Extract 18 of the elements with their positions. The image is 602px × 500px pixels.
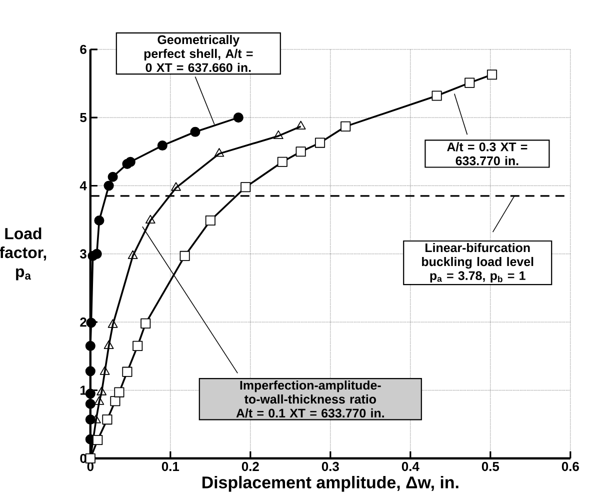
x-axis-title: Displacement amplitude, Δw, in. — [202, 476, 458, 492]
x-tick-label: 0.6 — [562, 462, 579, 472]
x-tick-label: 0.5 — [482, 462, 500, 472]
annotation: A/t = 0.3 XT = 633.770 in. — [447, 142, 528, 166]
y-axis-title: Load factor, p$_{a}$ — [0, 228, 46, 280]
annotation: Linear-bifurcation buckling load level p$_{a}$ = 3.78, p$_{b}$ = 1 — [422, 243, 534, 283]
y-tick-label: 1 — [80, 386, 87, 395]
x-tick-label: 0.3 — [322, 462, 339, 472]
y-tick-label: 6 — [80, 44, 86, 54]
y-tick-label: 4 — [80, 181, 87, 190]
y-tick-label: 3 — [80, 249, 86, 258]
x-tick-label: 0.1 — [162, 462, 180, 472]
y-tick-label: 5 — [80, 113, 87, 122]
x-tick-label: 0.2 — [242, 462, 259, 472]
y-tick-label: 2 — [80, 318, 86, 327]
annotation: Imperfection-amplitude-to-wall-thickness ratio A/t = 0.1 XT = 633.770 in. — [236, 380, 384, 418]
x-tick-label: 0.4 — [402, 462, 420, 472]
annotation: Geometrically perfect shell, A/t = 0 XT = 637.660 in. — [144, 34, 253, 72]
